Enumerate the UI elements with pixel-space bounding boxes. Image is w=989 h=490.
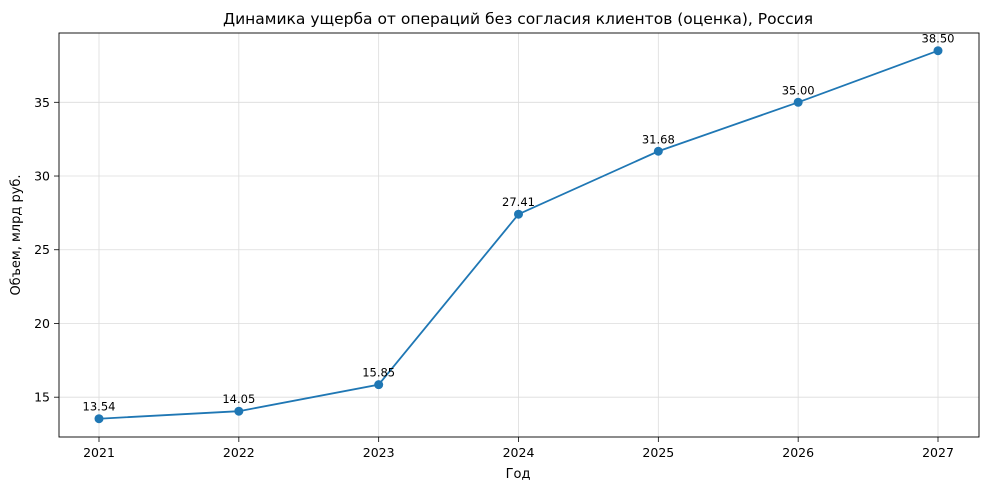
data-label: 15.85 [362,366,395,380]
x-tick-label: 2025 [642,445,674,460]
data-point [514,209,523,219]
data-label: 38.50 [922,32,955,46]
data-label: 35.00 [782,83,815,97]
data-point [653,146,663,156]
grid [59,33,979,437]
data-point [793,97,803,107]
plot-frame [58,32,980,438]
data-point [374,380,384,390]
y-tick-label: 20 [34,316,50,331]
x-axis-label: Год [506,467,531,482]
x-tick-label: 2024 [503,445,535,460]
data-point [94,414,104,424]
x-tick-label: 2026 [782,445,814,460]
y-tick-label: 35 [34,95,50,110]
x-tick-label: 2021 [83,445,115,460]
data-label: 31.68 [642,132,675,146]
series [94,46,943,424]
data-label: 27.41 [502,195,535,209]
chart-title: Динамика ущерба от операций без согласия… [223,10,813,28]
y-tick-label: 25 [34,242,50,257]
y-axis-label: Объем, млрд руб. [9,174,24,295]
data-label: 13.54 [83,400,116,414]
x-tick-label: 2023 [363,445,395,460]
data-labels: 13.54 14.05 15.85 27.41 31.68 35.00 38.50 [83,32,955,414]
y-tick-label: 30 [34,169,50,184]
x-tick-label: 2027 [922,445,954,460]
data-point [234,406,244,416]
data-point [933,46,943,56]
data-label: 14.05 [222,392,255,406]
y-tick-label: 15 [34,390,50,405]
x-tick-label: 2022 [223,445,255,460]
